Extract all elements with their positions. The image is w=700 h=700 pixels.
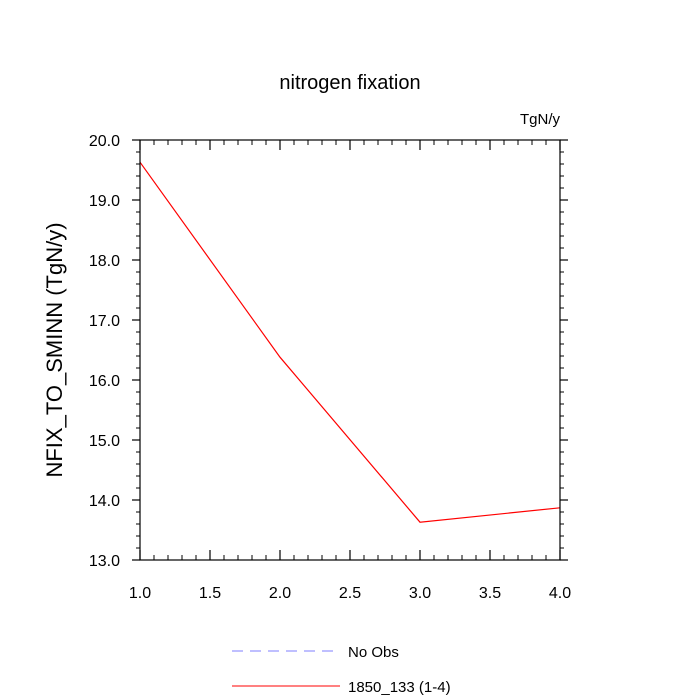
y-tick-label: 20.0 — [89, 133, 120, 150]
legend-label-0: No Obs — [348, 644, 399, 661]
series-layer — [139, 161, 561, 523]
major-ticks — [132, 139, 568, 561]
chart-title: nitrogen fixation — [279, 72, 420, 94]
x-tick-label: 2.0 — [269, 585, 291, 602]
x-tick-label: 4.0 — [549, 585, 571, 602]
x-tick-label: 1.0 — [129, 585, 151, 602]
x-tick-label: 3.0 — [409, 585, 431, 602]
y-tick-label: 14.0 — [89, 493, 120, 510]
y-tick-label: 16.0 — [89, 373, 120, 390]
units-label: TgN/y — [520, 111, 561, 128]
y-axis-label: NFIX_TO_SMINN (TgN/y) — [42, 222, 67, 477]
x-tick-label: 2.5 — [339, 585, 361, 602]
series-line-0 — [139, 161, 561, 523]
x-tick-labels: 1.0 1.5 2.0 2.5 3.0 3.5 4.0 — [129, 585, 571, 602]
y-tick-label: 19.0 — [89, 193, 120, 210]
y-tick-label: 18.0 — [89, 253, 120, 270]
plot-frame — [139, 139, 561, 561]
y-tick-label: 17.0 — [89, 313, 120, 330]
x-tick-label: 1.5 — [199, 585, 221, 602]
y-tick-label: 15.0 — [89, 433, 120, 450]
y-tick-labels: 13.0 14.0 15.0 16.0 17.0 18.0 19.0 20.0 — [89, 133, 120, 570]
x-tick-label: 3.5 — [479, 585, 501, 602]
minor-ticks — [136, 140, 564, 560]
legend: No Obs 1850_133 (1-4) — [232, 644, 451, 696]
y-tick-label: 13.0 — [89, 553, 120, 570]
legend-label-1: 1850_133 (1-4) — [348, 679, 451, 696]
